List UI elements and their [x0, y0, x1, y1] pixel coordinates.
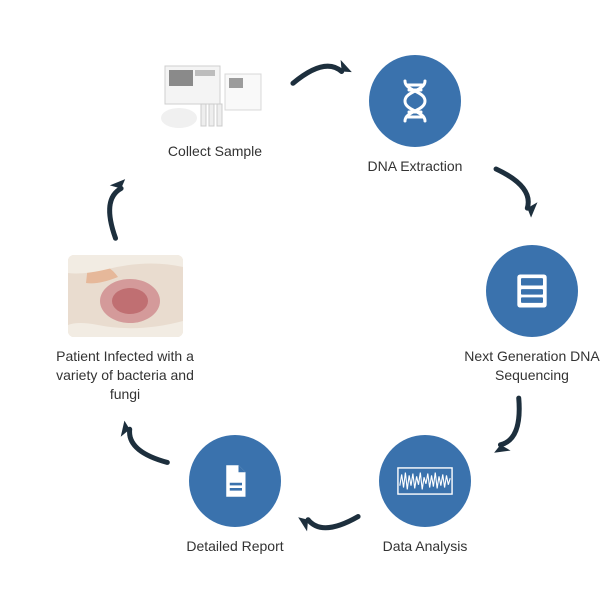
analysis-circle [379, 435, 471, 527]
node-analysis-label: Data Analysis [383, 537, 468, 556]
arrow-collect-to-dna [285, 43, 356, 107]
arrow-report-to-patient [111, 408, 179, 481]
arrow-analysis-to-report [292, 485, 368, 556]
node-collect-label: Collect Sample [168, 142, 262, 161]
ngs-circle [486, 245, 578, 337]
node-ngs: Next Generation DNA Sequencing [462, 245, 602, 385]
waveform-icon [397, 467, 453, 495]
report-icon [214, 460, 256, 502]
arrow-patient-to-collect [79, 171, 154, 249]
node-analysis: Data Analysis [365, 435, 485, 556]
node-dna-extraction: DNA Extraction [355, 55, 475, 176]
dna-icon [391, 77, 439, 125]
node-report-label: Detailed Report [186, 537, 283, 556]
arrow-dna-to-ngs [485, 156, 545, 224]
node-patient: Patient Infected with a variety of bacte… [50, 255, 200, 404]
node-collect: Collect Sample [145, 60, 285, 161]
patient-photo [68, 255, 183, 337]
collect-photo [153, 60, 278, 132]
node-report: Detailed Report [175, 435, 295, 556]
node-dna-label: DNA Extraction [368, 157, 463, 176]
report-circle [189, 435, 281, 527]
dna-circle [369, 55, 461, 147]
sequencer-icon [510, 269, 554, 313]
node-ngs-label: Next Generation DNA Sequencing [464, 347, 599, 385]
node-patient-label: Patient Infected with a variety of bacte… [50, 347, 200, 404]
process-diagram: Patient Infected with a variety of bacte… [0, 0, 603, 603]
